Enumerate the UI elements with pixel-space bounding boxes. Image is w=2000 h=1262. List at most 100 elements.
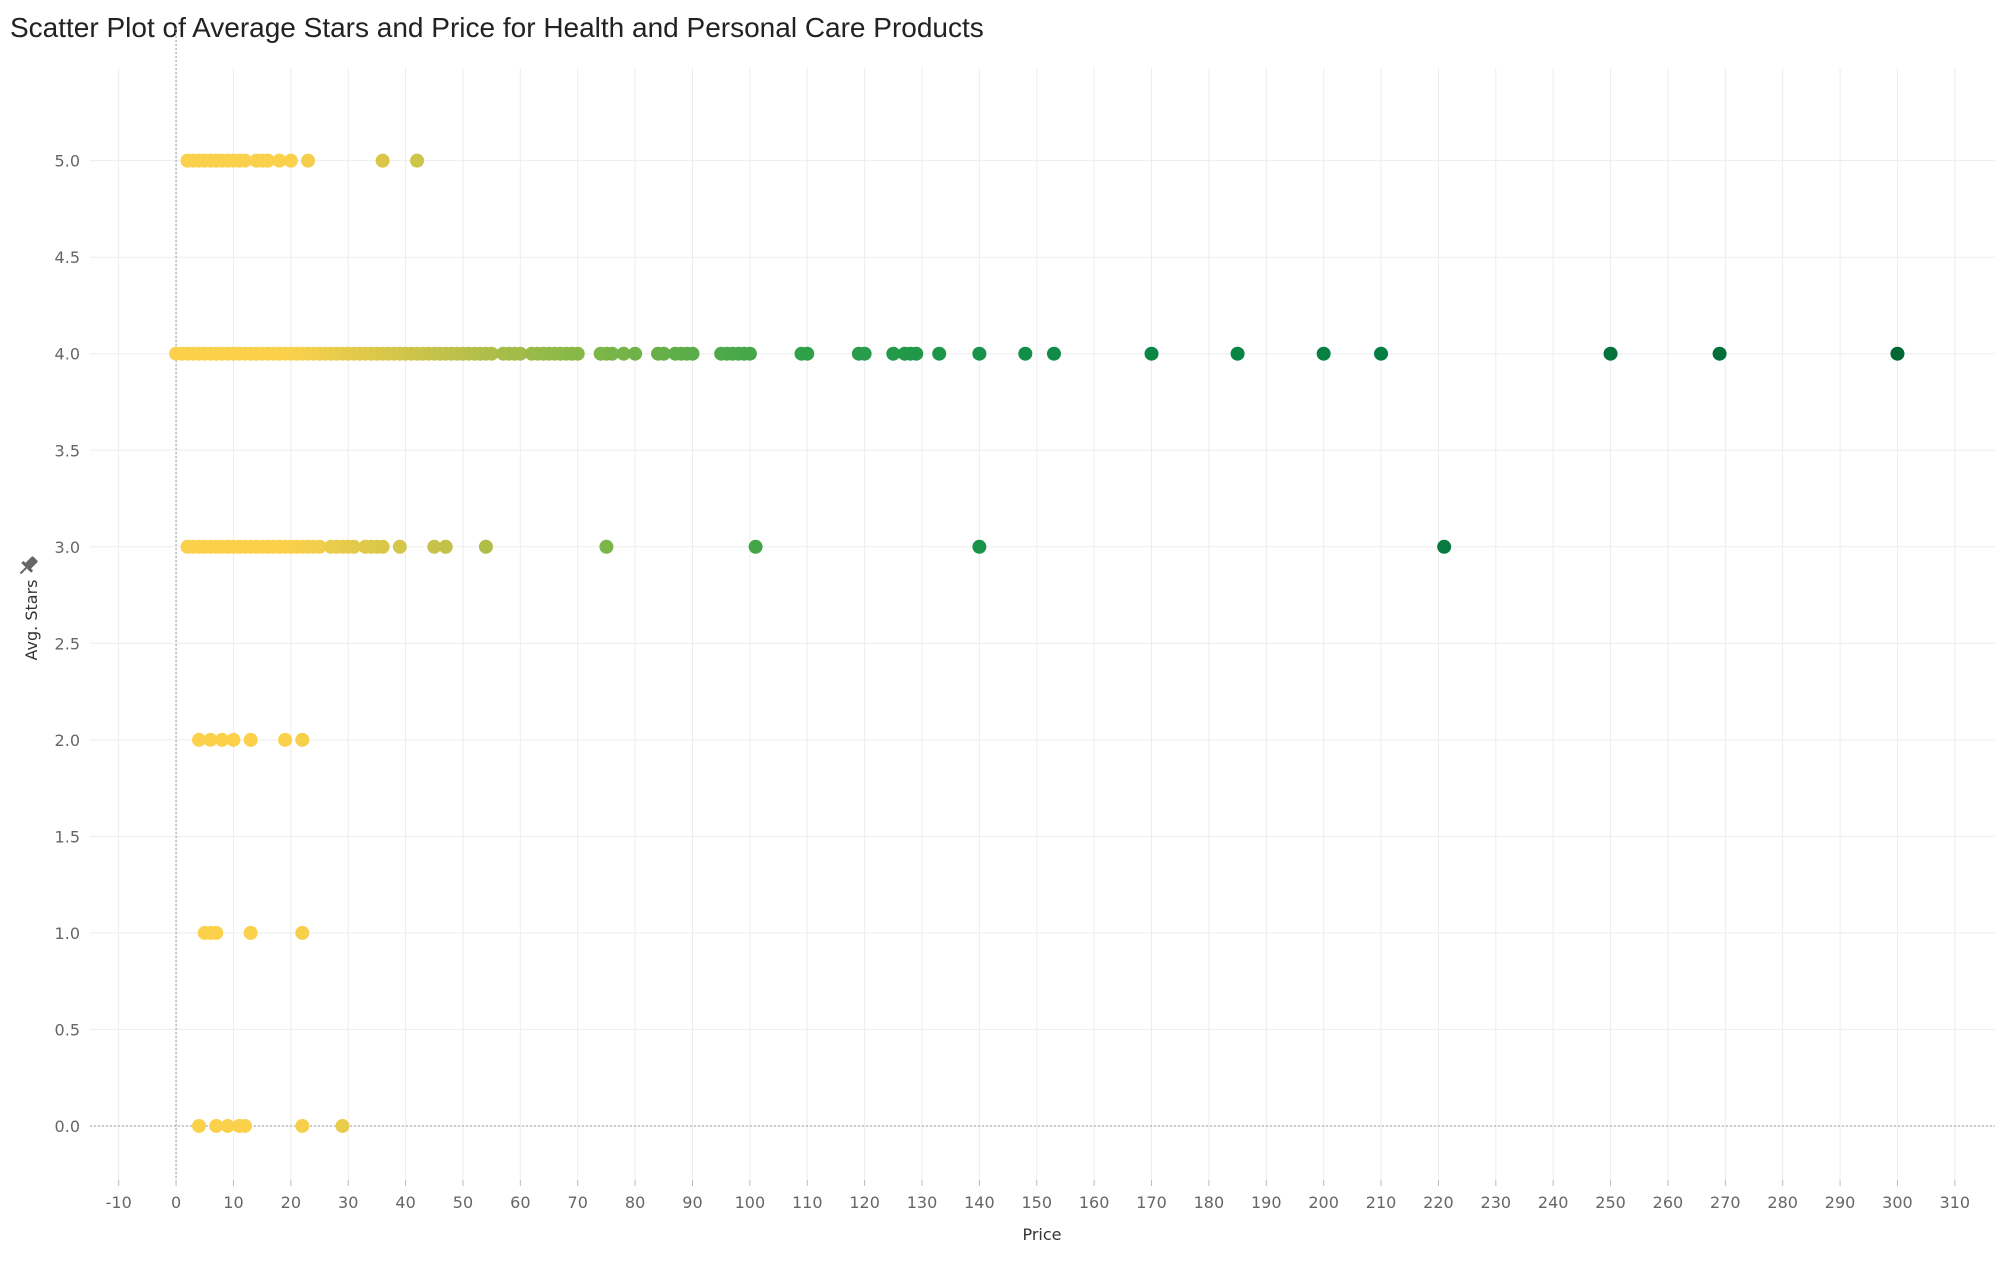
x-tick-label: 290: [1825, 1193, 1856, 1212]
data-point[interactable]: [972, 346, 987, 361]
y-tick-label: 1.5: [55, 827, 80, 846]
x-tick-label: -10: [106, 1193, 132, 1212]
data-point[interactable]: [1018, 346, 1033, 361]
data-point[interactable]: [243, 925, 258, 940]
data-point[interactable]: [392, 539, 407, 554]
data-point[interactable]: [335, 1118, 350, 1133]
data-point[interactable]: [1374, 346, 1389, 361]
x-tick-label: 50: [453, 1193, 473, 1212]
data-point[interactable]: [226, 732, 241, 747]
data-point[interactable]: [375, 539, 390, 554]
y-axis-label: Avg. Stars: [22, 580, 41, 661]
data-point[interactable]: [278, 732, 293, 747]
data-point[interactable]: [909, 346, 924, 361]
x-tick-label: 270: [1710, 1193, 1741, 1212]
data-point[interactable]: [214, 732, 229, 747]
y-axis-ticks: 0.0 0.5 1.0 1.5 2.0 2.5 3.0 3.5 4.0 4.5 5.0: [55, 152, 80, 1136]
data-point[interactable]: [932, 346, 947, 361]
x-tick-label: 60: [510, 1193, 530, 1212]
x-tick-label: 240: [1538, 1193, 1569, 1212]
x-tick-label: 30: [338, 1193, 358, 1212]
y-tick-label: 4.5: [55, 248, 80, 267]
x-tick-label: 20: [281, 1193, 301, 1212]
data-point[interactable]: [375, 153, 390, 168]
data-point[interactable]: [438, 539, 453, 554]
x-tick-label: 200: [1308, 1193, 1339, 1212]
data-point[interactable]: [570, 346, 585, 361]
x-tick-label: 210: [1366, 1193, 1397, 1212]
data-point[interactable]: [260, 153, 275, 168]
x-tick-label: 190: [1251, 1193, 1282, 1212]
data-point[interactable]: [283, 153, 298, 168]
data-point[interactable]: [203, 732, 218, 747]
data-point[interactable]: [243, 732, 258, 747]
x-tick-label: 80: [625, 1193, 645, 1212]
data-point[interactable]: [513, 346, 528, 361]
data-point[interactable]: [628, 346, 643, 361]
data-point[interactable]: [857, 346, 872, 361]
data-point[interactable]: [800, 346, 815, 361]
data-point[interactable]: [295, 732, 310, 747]
data-point[interactable]: [237, 153, 252, 168]
data-point[interactable]: [886, 346, 901, 361]
data-point[interactable]: [301, 153, 316, 168]
data-point[interactable]: [1437, 539, 1452, 554]
y-tick-label: 2.5: [55, 634, 80, 653]
y-tick-label: 2.0: [55, 731, 80, 750]
data-point[interactable]: [1890, 346, 1905, 361]
grid-lines: [90, 68, 1995, 1180]
x-tick-label: 150: [1021, 1193, 1052, 1212]
pin-icon[interactable]: [16, 554, 41, 579]
x-tick-label: 170: [1136, 1193, 1167, 1212]
x-tick-label: 110: [792, 1193, 823, 1212]
data-point[interactable]: [478, 539, 493, 554]
y-axis-label-group: Avg. Stars: [22, 580, 41, 661]
data-point[interactable]: [209, 925, 224, 940]
y-tick-label: 5.0: [55, 152, 80, 171]
data-point[interactable]: [312, 539, 327, 554]
data-point[interactable]: [346, 539, 361, 554]
x-tick-label: 160: [1079, 1193, 1110, 1212]
x-tick-label: 130: [907, 1193, 938, 1212]
x-tick-label: 300: [1882, 1193, 1913, 1212]
data-point[interactable]: [972, 539, 987, 554]
x-tick-label: 10: [223, 1193, 243, 1212]
data-point[interactable]: [1046, 346, 1061, 361]
x-tick-label: 140: [964, 1193, 995, 1212]
x-tick-label: 70: [568, 1193, 588, 1212]
data-point[interactable]: [209, 1118, 224, 1133]
data-point[interactable]: [427, 539, 442, 554]
x-tick-label: 0: [171, 1193, 181, 1212]
data-point[interactable]: [1603, 346, 1618, 361]
data-point[interactable]: [484, 346, 499, 361]
data-point[interactable]: [599, 539, 614, 554]
data-point[interactable]: [272, 153, 287, 168]
x-axis-label: Price: [1022, 1225, 1061, 1244]
data-point[interactable]: [1712, 346, 1727, 361]
data-point[interactable]: [295, 1118, 310, 1133]
x-tick-label: 180: [1194, 1193, 1225, 1212]
data-point[interactable]: [192, 732, 207, 747]
data-point[interactable]: [656, 346, 671, 361]
data-point[interactable]: [605, 346, 620, 361]
data-point[interactable]: [410, 153, 425, 168]
data-point[interactable]: [685, 346, 700, 361]
data-point[interactable]: [237, 1118, 252, 1133]
data-point[interactable]: [1144, 346, 1159, 361]
y-tick-label: 1.0: [55, 924, 80, 943]
data-point[interactable]: [295, 925, 310, 940]
data-point[interactable]: [220, 1118, 235, 1133]
x-axis-ticks: -10 0 10 20 30 40 50 60 70 80 90 100 110 120 130 140 150…: [106, 1180, 1970, 1212]
data-point[interactable]: [748, 539, 763, 554]
data-point[interactable]: [1316, 346, 1331, 361]
y-tick-label: 0.0: [55, 1117, 80, 1136]
y-tick-label: 4.0: [55, 345, 80, 364]
y-tick-label: 3.0: [55, 538, 80, 557]
data-point[interactable]: [1230, 346, 1245, 361]
y-tick-label: 3.5: [55, 441, 80, 460]
data-point[interactable]: [192, 1118, 207, 1133]
x-tick-label: 250: [1595, 1193, 1626, 1212]
data-point[interactable]: [616, 346, 631, 361]
x-tick-label: 280: [1767, 1193, 1798, 1212]
data-point[interactable]: [742, 346, 757, 361]
